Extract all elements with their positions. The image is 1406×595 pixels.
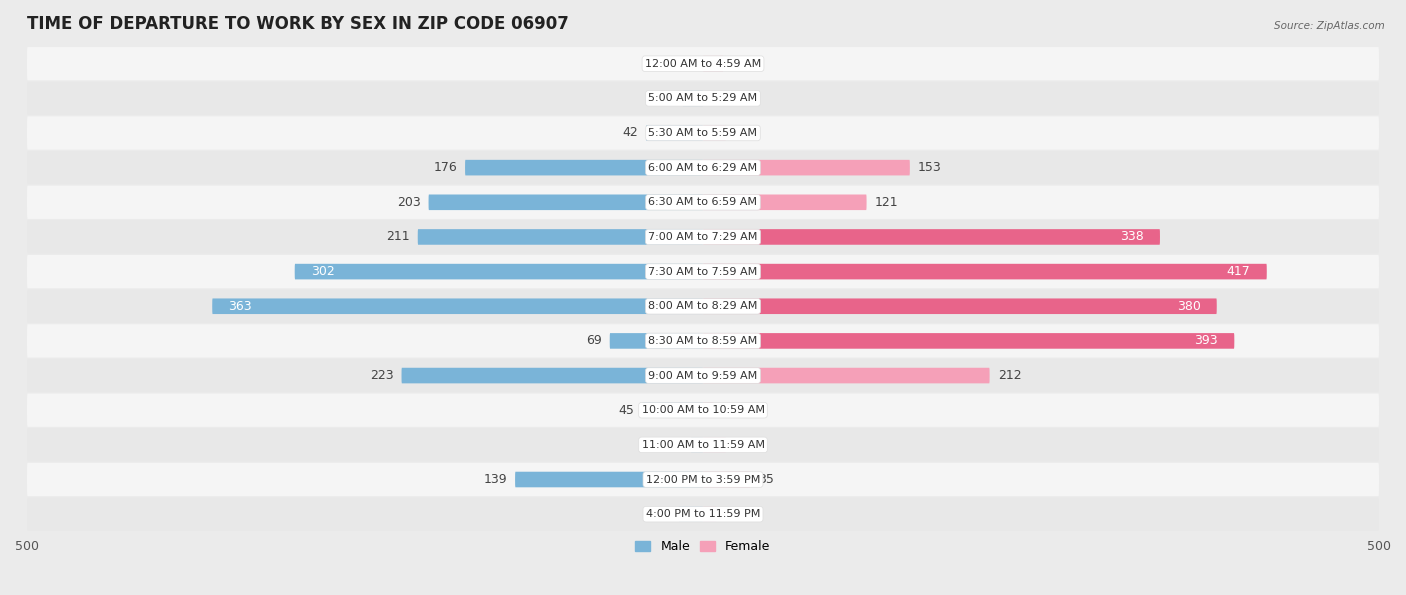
Text: 12:00 PM to 3:59 PM: 12:00 PM to 3:59 PM	[645, 475, 761, 484]
Text: 10: 10	[724, 508, 741, 521]
FancyBboxPatch shape	[27, 463, 1379, 496]
FancyBboxPatch shape	[295, 264, 703, 280]
Text: 69: 69	[586, 334, 602, 347]
FancyBboxPatch shape	[703, 195, 866, 210]
Text: 8: 8	[721, 404, 730, 416]
FancyBboxPatch shape	[27, 255, 1379, 288]
Text: 8:30 AM to 8:59 AM: 8:30 AM to 8:59 AM	[648, 336, 758, 346]
FancyBboxPatch shape	[703, 368, 990, 383]
Text: 9:00 AM to 9:59 AM: 9:00 AM to 9:59 AM	[648, 371, 758, 381]
FancyBboxPatch shape	[703, 229, 1160, 245]
Text: 17: 17	[734, 127, 749, 139]
Text: 17: 17	[734, 439, 749, 452]
FancyBboxPatch shape	[703, 333, 1234, 349]
FancyBboxPatch shape	[27, 117, 1379, 149]
Text: 338: 338	[1121, 230, 1143, 243]
FancyBboxPatch shape	[515, 472, 703, 487]
Text: 302: 302	[311, 265, 335, 278]
Text: 0: 0	[688, 57, 695, 70]
FancyBboxPatch shape	[683, 90, 703, 106]
FancyBboxPatch shape	[27, 497, 1379, 531]
Text: 223: 223	[370, 369, 394, 382]
Text: 363: 363	[228, 300, 252, 313]
Text: 35: 35	[758, 473, 775, 486]
FancyBboxPatch shape	[703, 402, 714, 418]
FancyBboxPatch shape	[703, 472, 751, 487]
FancyBboxPatch shape	[212, 299, 703, 314]
FancyBboxPatch shape	[703, 299, 1216, 314]
Text: 15: 15	[731, 57, 747, 70]
Text: 211: 211	[387, 230, 409, 243]
Text: 139: 139	[484, 473, 508, 486]
FancyBboxPatch shape	[703, 437, 725, 453]
Text: 45: 45	[619, 404, 634, 416]
Text: 5:00 AM to 5:29 AM: 5:00 AM to 5:29 AM	[648, 93, 758, 104]
Text: TIME OF DEPARTURE TO WORK BY SEX IN ZIP CODE 06907: TIME OF DEPARTURE TO WORK BY SEX IN ZIP …	[27, 15, 569, 33]
FancyBboxPatch shape	[429, 195, 703, 210]
Text: 203: 203	[396, 196, 420, 209]
FancyBboxPatch shape	[703, 56, 723, 71]
FancyBboxPatch shape	[402, 368, 703, 383]
Text: Source: ZipAtlas.com: Source: ZipAtlas.com	[1274, 21, 1385, 31]
FancyBboxPatch shape	[27, 47, 1379, 80]
FancyBboxPatch shape	[679, 506, 703, 522]
FancyBboxPatch shape	[27, 324, 1379, 358]
Text: 212: 212	[998, 369, 1021, 382]
FancyBboxPatch shape	[27, 359, 1379, 392]
Legend: Male, Female: Male, Female	[630, 536, 776, 558]
Text: 417: 417	[1227, 265, 1250, 278]
FancyBboxPatch shape	[703, 506, 717, 522]
Text: 9: 9	[675, 439, 683, 452]
Text: 380: 380	[1177, 300, 1201, 313]
Text: 12:00 AM to 4:59 AM: 12:00 AM to 4:59 AM	[645, 59, 761, 68]
Text: 0: 0	[711, 92, 718, 105]
Text: 6:30 AM to 6:59 AM: 6:30 AM to 6:59 AM	[648, 198, 758, 207]
FancyBboxPatch shape	[643, 402, 703, 418]
Text: 11:00 AM to 11:59 AM: 11:00 AM to 11:59 AM	[641, 440, 765, 450]
Text: 10:00 AM to 10:59 AM: 10:00 AM to 10:59 AM	[641, 405, 765, 415]
Text: 176: 176	[433, 161, 457, 174]
FancyBboxPatch shape	[27, 151, 1379, 184]
FancyBboxPatch shape	[690, 437, 703, 453]
Text: 18: 18	[655, 508, 671, 521]
FancyBboxPatch shape	[27, 82, 1379, 115]
FancyBboxPatch shape	[610, 333, 703, 349]
FancyBboxPatch shape	[27, 220, 1379, 253]
FancyBboxPatch shape	[465, 160, 703, 176]
Text: 6:00 AM to 6:29 AM: 6:00 AM to 6:29 AM	[648, 162, 758, 173]
FancyBboxPatch shape	[27, 428, 1379, 462]
Text: 15: 15	[659, 92, 675, 105]
FancyBboxPatch shape	[703, 125, 725, 141]
FancyBboxPatch shape	[703, 264, 1267, 280]
FancyBboxPatch shape	[27, 290, 1379, 323]
Text: 121: 121	[875, 196, 898, 209]
FancyBboxPatch shape	[418, 229, 703, 245]
Text: 4:00 PM to 11:59 PM: 4:00 PM to 11:59 PM	[645, 509, 761, 519]
FancyBboxPatch shape	[647, 125, 703, 141]
Text: 42: 42	[623, 127, 638, 139]
Text: 5:30 AM to 5:59 AM: 5:30 AM to 5:59 AM	[648, 128, 758, 138]
FancyBboxPatch shape	[703, 160, 910, 176]
Text: 393: 393	[1195, 334, 1218, 347]
Text: 153: 153	[918, 161, 942, 174]
FancyBboxPatch shape	[27, 186, 1379, 219]
Text: 8:00 AM to 8:29 AM: 8:00 AM to 8:29 AM	[648, 301, 758, 311]
Text: 7:30 AM to 7:59 AM: 7:30 AM to 7:59 AM	[648, 267, 758, 277]
Text: 7:00 AM to 7:29 AM: 7:00 AM to 7:29 AM	[648, 232, 758, 242]
FancyBboxPatch shape	[27, 393, 1379, 427]
